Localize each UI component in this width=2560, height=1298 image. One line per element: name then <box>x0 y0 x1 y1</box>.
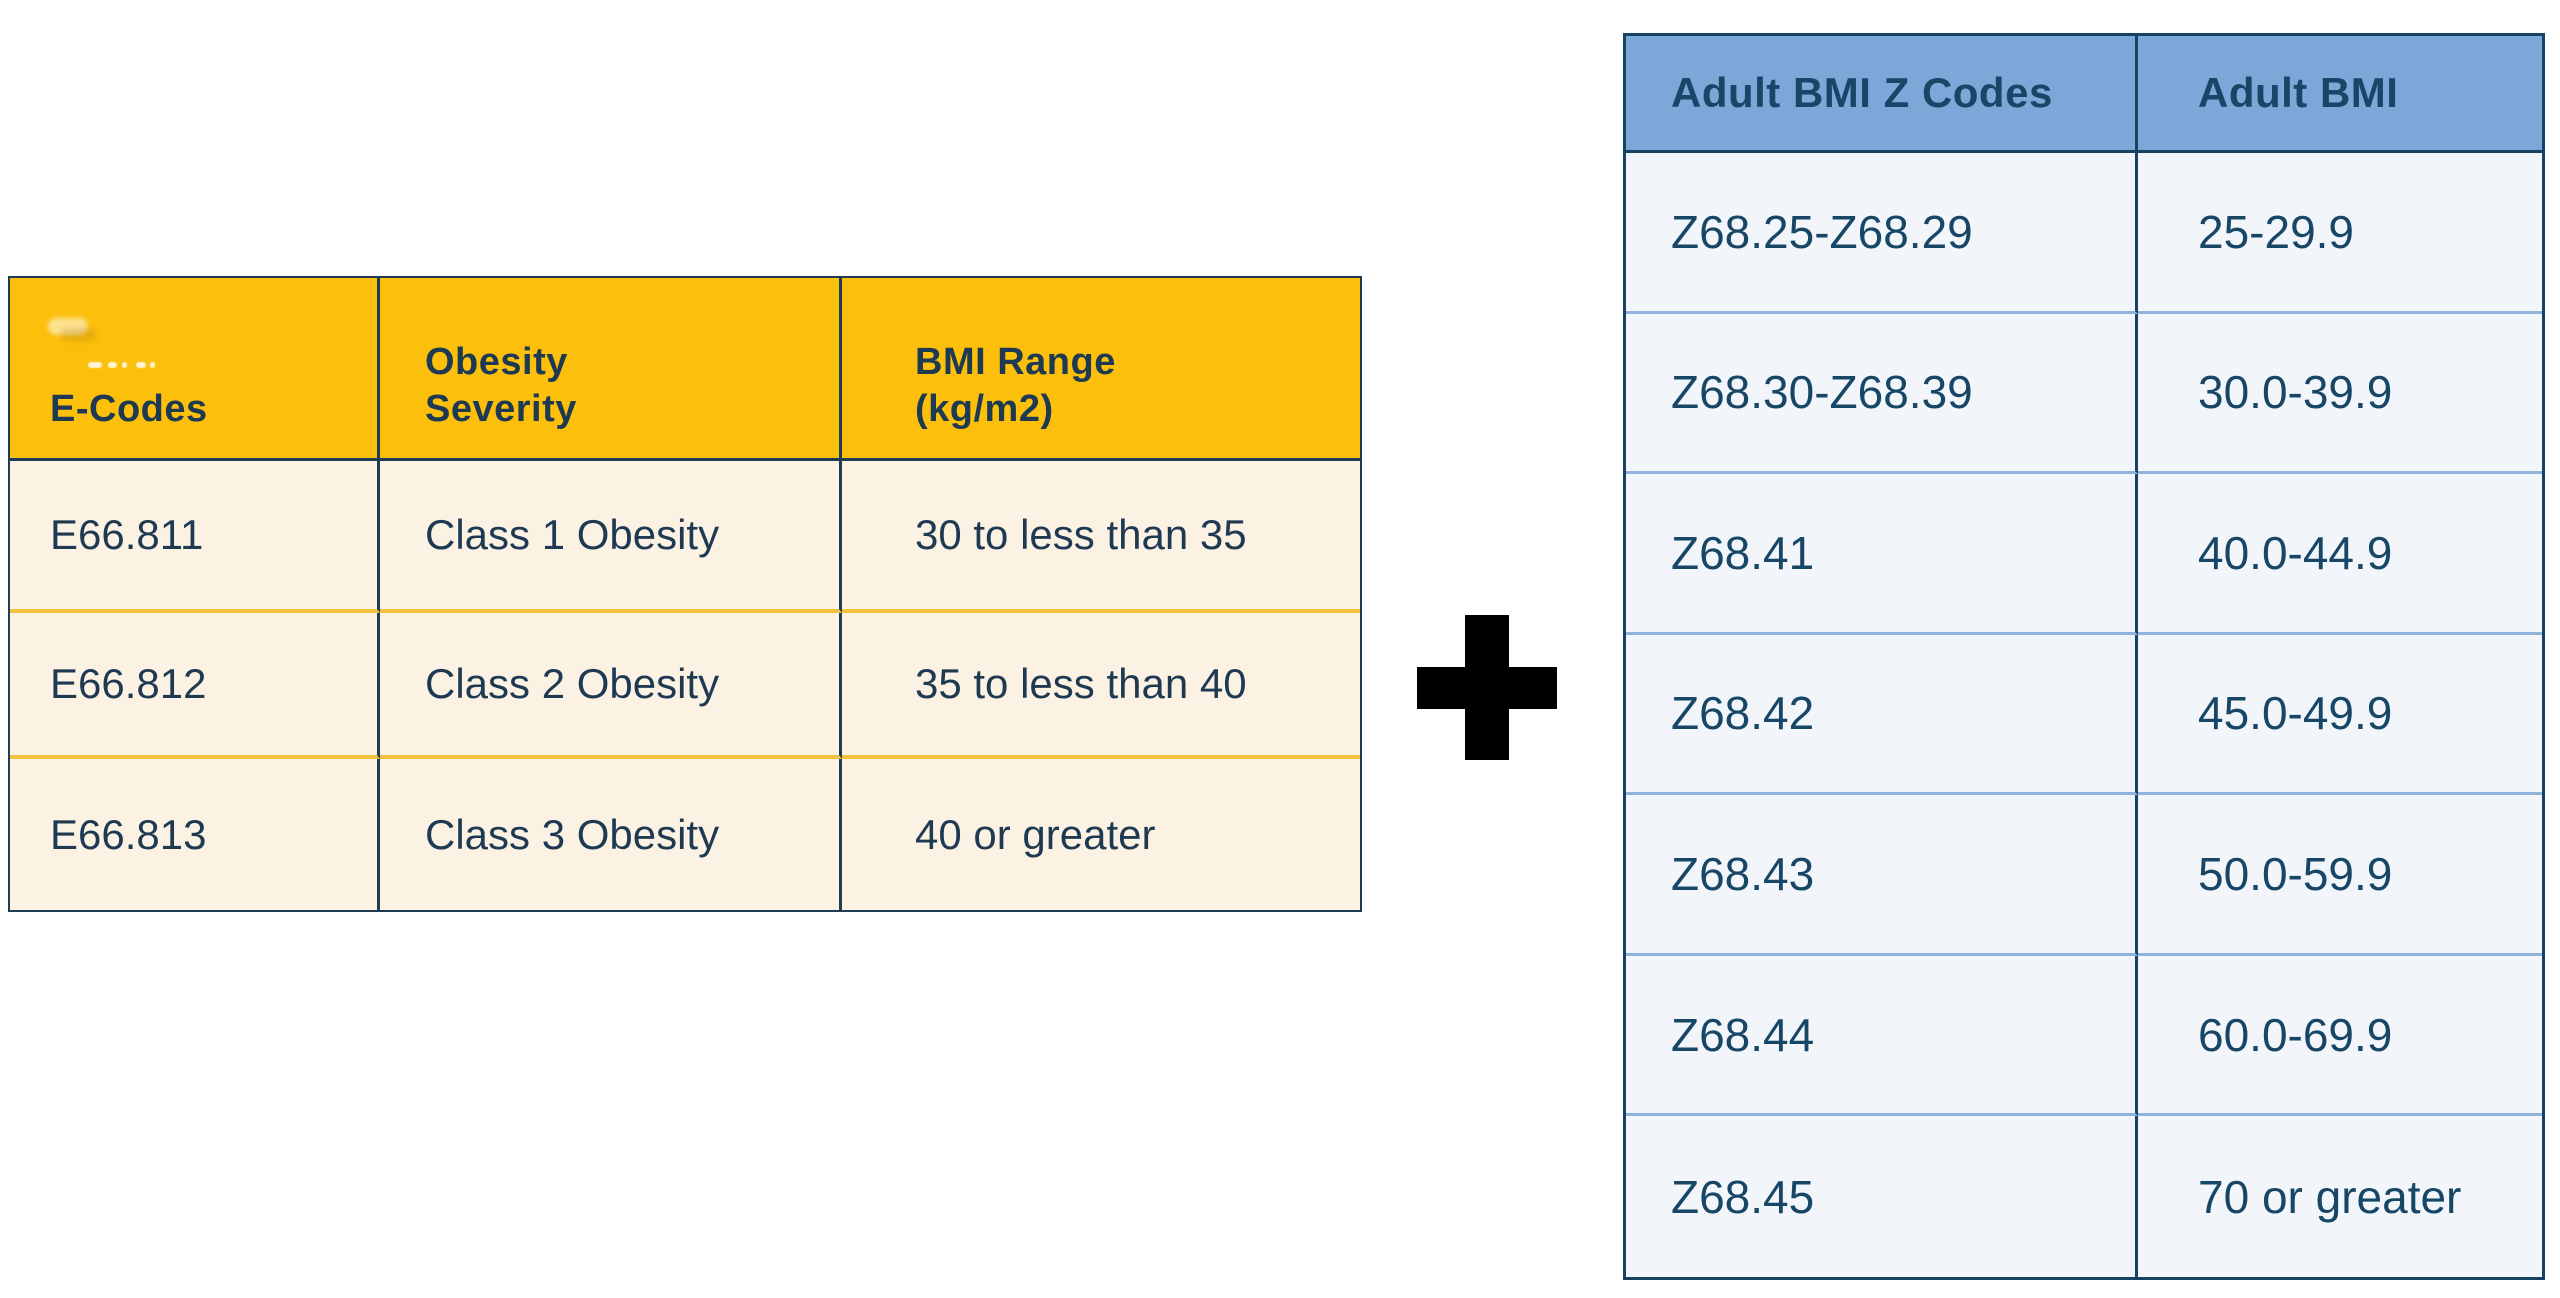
cell-text: 60.0-69.9 <box>2198 1008 2393 1061</box>
obesity-severity-header-cell: Obesity Severity <box>380 278 842 461</box>
erased-smudge <box>48 318 88 335</box>
table-cell-severity: Class 1 Obesity <box>380 461 842 613</box>
column-header-label: Adult BMI <box>2198 69 2399 116</box>
cell-text: Z68.43 <box>1671 848 1815 901</box>
erased-dash <box>108 362 117 368</box>
cell-text: 40 or greater <box>915 810 1156 858</box>
cell-text: Z68.41 <box>1671 526 1815 579</box>
table-cell-bmi: 50.0-59.9 <box>2138 795 2542 956</box>
table-cell-bmi: 45.0-49.9 <box>2138 635 2542 796</box>
column-header-label: E-Codes <box>50 387 208 430</box>
ecodes-header-cell: E-Codes <box>10 278 380 461</box>
erased-dash <box>150 362 155 368</box>
table-cell-bmi: 40.0-44.9 <box>2138 474 2542 635</box>
erased-dash <box>88 362 102 368</box>
table-cell-bmi: 60.0-69.9 <box>2138 956 2542 1117</box>
table-cell-code: E66.813 <box>10 759 380 910</box>
cell-text: 35 to less than 40 <box>915 660 1247 707</box>
zcodes-header-cell: Adult BMI Z Codes <box>1626 36 2138 153</box>
cell-text: E66.812 <box>50 660 207 707</box>
cell-text: 50.0-59.9 <box>2198 848 2393 901</box>
cell-text: Z68.42 <box>1671 687 1815 740</box>
column-header-label: BMI Range (kg/m2) <box>915 341 1116 430</box>
table-cell-severity: Class 2 Obesity <box>380 613 842 759</box>
erased-smudge <box>60 328 96 341</box>
plus-vertical-bar <box>1465 615 1509 760</box>
cell-text: 30.0-39.9 <box>2198 366 2393 419</box>
table-cell-bmi-range: 40 or greater <box>842 759 1360 910</box>
table-cell-severity: Class 3 Obesity <box>380 759 842 910</box>
column-header-label: Adult BMI Z Codes <box>1671 69 2053 116</box>
table-cell-code: E66.811 <box>10 461 380 613</box>
cell-text: 40.0-44.9 <box>2198 526 2393 579</box>
cell-text: 70 or greater <box>2198 1170 2462 1223</box>
cell-text: E66.811 <box>50 511 204 558</box>
table-cell-bmi-range: 30 to less than 35 <box>842 461 1360 613</box>
table-cell-bmi: 30.0-39.9 <box>2138 314 2542 475</box>
bmi-range-header-cell: BMI Range (kg/m2) <box>842 278 1360 461</box>
table-cell-zcode: Z68.30-Z68.39 <box>1626 313 2138 475</box>
column-header-label: Obesity Severity <box>425 341 577 430</box>
cell-text: 25-29.9 <box>2198 205 2355 258</box>
cell-text: E66.813 <box>50 810 207 858</box>
table-cell-code: E66.812 <box>10 613 380 759</box>
table-cell-zcode: Z68.44 <box>1626 955 2138 1117</box>
adult-bmi-header-cell: Adult BMI <box>2138 36 2542 153</box>
table-cell-zcode: Z68.43 <box>1626 795 2138 956</box>
table-cell-bmi: 25-29.9 <box>2138 153 2542 314</box>
table-cell-zcode: Z68.25-Z68.29 <box>1626 153 2138 314</box>
table-cell-zcode: Z68.42 <box>1626 634 2138 796</box>
cell-text: Z68.44 <box>1671 1008 1815 1061</box>
cell-text: Class 2 Obesity <box>425 660 720 707</box>
table-cell-zcode: Z68.41 <box>1626 474 2138 635</box>
cell-text: 45.0-49.9 <box>2198 687 2393 740</box>
table-cell-bmi-range: 35 to less than 40 <box>842 613 1360 759</box>
cell-text: Z68.25-Z68.29 <box>1671 205 1973 258</box>
cell-text: 30 to less than 35 <box>915 511 1247 558</box>
cell-text: Class 3 Obesity <box>425 810 720 858</box>
table-cell-zcode: Z68.45 <box>1626 1116 2138 1277</box>
cell-text: Z68.45 <box>1671 1170 1815 1223</box>
adult-bmi-zcodes-table: Adult BMI Z Codes Adult BMI Z68.25-Z68.2… <box>1623 33 2545 1280</box>
cell-text: Class 1 Obesity <box>425 511 720 558</box>
table-cell-bmi: 70 or greater <box>2138 1116 2542 1277</box>
erased-dash <box>122 362 127 368</box>
erased-dash <box>136 362 146 368</box>
plus-icon <box>1417 615 1557 760</box>
ecodes-obesity-table: E-Codes Obesity Severity BMI Range (kg/m… <box>8 276 1362 912</box>
cell-text: Z68.30-Z68.39 <box>1671 366 1973 419</box>
